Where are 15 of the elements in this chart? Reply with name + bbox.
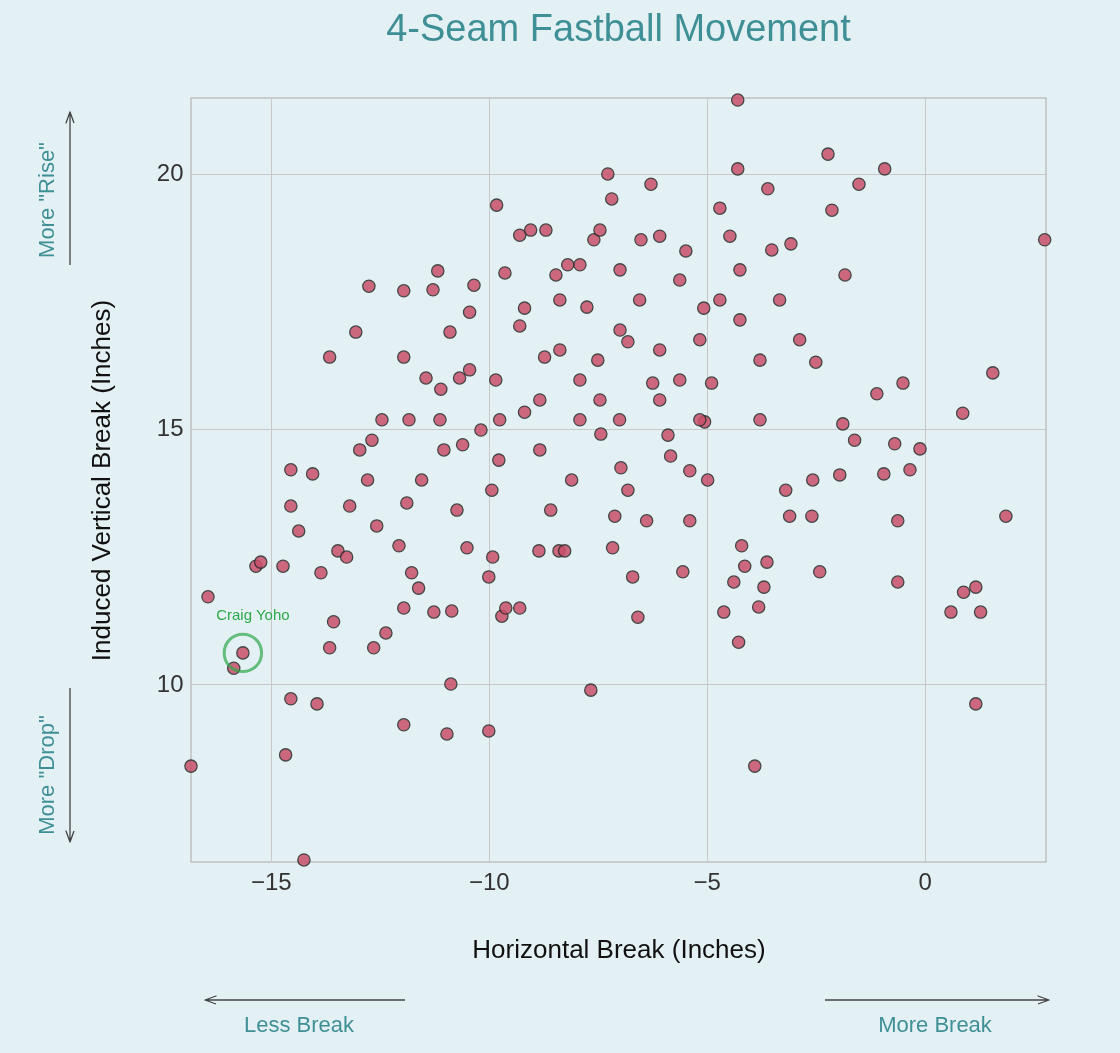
text: More "Rise" [34,142,59,258]
x-tick-label: −5 [693,867,721,895]
y-axis-title: Induced Vertical Break (Inches) [85,299,116,662]
x-tick-label: −10 [468,867,510,895]
x-tick-label: 0 [918,867,932,895]
text: More Break [878,1012,993,1037]
annotation: Craig Yoho [216,605,290,623]
y-tick-label: 15 [156,414,184,442]
text: More "Drop" [34,715,59,835]
y-tick-label: 20 [156,159,184,187]
text: Less Break [243,1012,356,1037]
x-axis-title: Horizontal Break (Inches) [472,933,766,964]
x-tick-label: −15 [250,867,292,895]
y-tick-label: 10 [156,669,184,697]
chart-title: 4-Seam Fastball Movement [386,7,852,50]
